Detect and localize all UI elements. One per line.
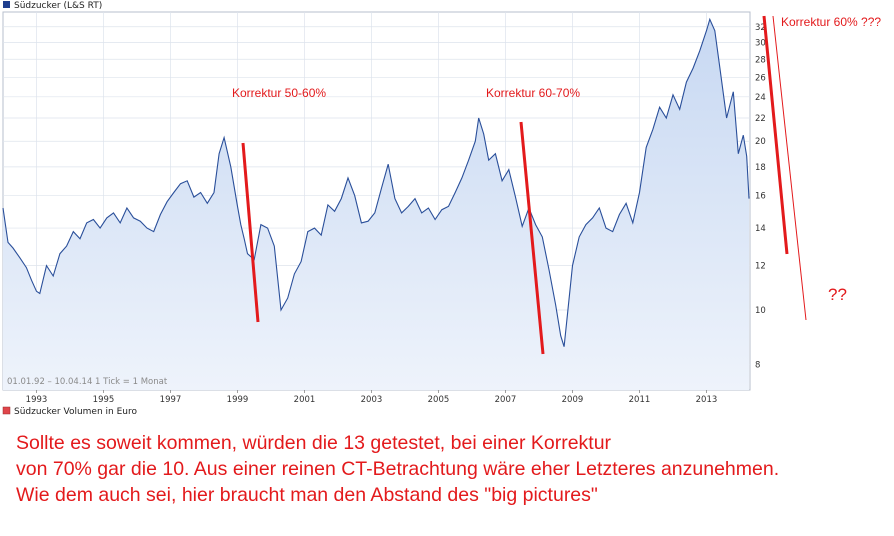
price-area [3, 19, 749, 391]
annotation-correction-2: Korrektur 60-70% [486, 86, 580, 100]
legend-main-label: Südzucker (L&S RT) [14, 1, 102, 11]
y-tick-label: 30 [755, 38, 766, 48]
correction-line-2 [519, 121, 545, 355]
legend-main-swatch [3, 1, 10, 8]
correction-line-3 [762, 15, 789, 255]
comment-line-2: von 70% gar die 10. Aus einer reinen CT-… [16, 458, 780, 480]
y-tick-label: 26 [755, 73, 766, 83]
legend-volume-swatch [2, 406, 11, 415]
annotation-correction-3: Korrektur 60% ??? [781, 15, 881, 29]
x-tick-label: 1997 [160, 395, 182, 405]
x-axis: 1993 1995 1997 1999 2001 2003 2005 2007 2009 2011… [26, 390, 718, 405]
y-tick-label: 20 [755, 137, 766, 147]
correction-line-1 [241, 142, 260, 323]
correction-line-4 [772, 15, 807, 321]
y-tick-label: 22 [755, 114, 766, 124]
legend-volume-label: Südzucker Volumen in Euro [14, 407, 137, 417]
y-tick-label: 14 [755, 224, 766, 234]
x-tick-label: 2001 [294, 395, 316, 405]
x-tick-label: 2013 [696, 395, 718, 405]
x-tick-label: 2007 [495, 395, 517, 405]
y-tick-label: 18 [755, 163, 766, 173]
x-tick-label: 1993 [26, 395, 48, 405]
x-tick-label: 2005 [428, 395, 450, 405]
comment-line-1: Sollte es soweit kommen, würden die 13 g… [16, 432, 612, 454]
y-tick-label: 28 [755, 55, 766, 65]
comment-line-3: Wie dem auch sei, hier braucht man den A… [16, 484, 598, 506]
y-tick-label: 24 [755, 93, 766, 103]
y-tick-label: 16 [755, 192, 766, 202]
y-tick-label: 8 [755, 360, 760, 370]
range-info: 01.01.92 – 10.04.14 1 Tick = 1 Monat [7, 377, 168, 387]
x-tick-label: 1995 [93, 395, 115, 405]
x-tick-label: 2011 [629, 395, 651, 405]
x-tick-label: 2003 [361, 395, 383, 405]
y-axis: 8 10 12 14 16 18 20 22 24 26 28 30 32 [755, 23, 766, 371]
y-tick-label: 12 [755, 262, 766, 272]
annotation-question: ?? [828, 285, 847, 304]
y-tick-label: 10 [755, 306, 766, 316]
price-line [2, 17, 750, 347]
x-tick-label: 2009 [562, 395, 584, 405]
annotation-correction-1: Korrektur 50-60% [232, 86, 326, 100]
x-tick-label: 1999 [227, 395, 249, 405]
y-tick-label: 32 [755, 23, 766, 33]
